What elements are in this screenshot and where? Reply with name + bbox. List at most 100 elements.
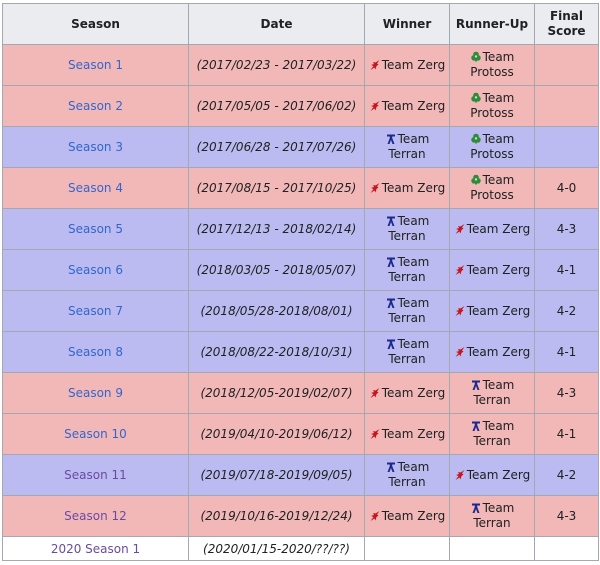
table-row: Season 3 (2017/06/28 - 2017/07/26) Team Ter… xyxy=(2,126,599,168)
season-link[interactable]: Season 8 xyxy=(67,345,123,359)
winner-cell: Team Terran xyxy=(364,290,450,332)
team-label-line2: Terran xyxy=(388,229,426,243)
date-range: (2019/10/16-2019/12/24) xyxy=(200,509,353,523)
team-label-line2: Terran xyxy=(388,475,426,489)
runner-up-cell: Team Zerg xyxy=(449,454,535,496)
team-terran[interactable]: Team Terran xyxy=(470,501,514,531)
table-row: 2020 Season 1 (2020/01/15-2020/??/??) xyxy=(2,536,599,561)
team-zerg[interactable]: Team Zerg xyxy=(369,58,445,73)
team-label-line2: Terran xyxy=(388,147,426,161)
runner-up-cell: Team Zerg xyxy=(449,208,535,250)
team-terran[interactable]: Team Terran xyxy=(385,255,429,285)
score-cell xyxy=(534,85,599,127)
season-link[interactable]: Season 10 xyxy=(64,427,127,441)
header-winner[interactable]: Winner xyxy=(364,3,450,45)
team-zerg[interactable]: Team Zerg xyxy=(454,345,530,360)
team-terran[interactable]: Team Terran xyxy=(470,419,515,449)
date-cell: (2018/12/05-2019/02/07) xyxy=(188,372,365,414)
runner-up-cell: Team Zerg xyxy=(449,290,535,332)
header-season[interactable]: Season xyxy=(2,3,189,45)
table-row: Season 6 (2018/03/05 - 2018/05/07) Team Ter… xyxy=(2,249,599,291)
runner-up-cell: Team Protoss xyxy=(449,126,535,168)
date-range: (2017/12/13 - 2018/02/14) xyxy=(196,222,357,236)
header-date[interactable]: Date xyxy=(188,3,365,45)
winner-cell: Team Terran xyxy=(364,454,450,496)
table-row: Season 4 (2017/08/15 - 2017/10/25) Team Ze… xyxy=(2,167,599,209)
team-protoss[interactable]: Team Protoss xyxy=(470,91,515,121)
season-link[interactable]: Season 5 xyxy=(67,222,123,236)
winner-cell: Team Zerg xyxy=(364,413,450,455)
team-zerg[interactable]: Team Zerg xyxy=(369,99,445,114)
team-terran[interactable]: Team Terran xyxy=(385,337,429,367)
season-cell: Season 4 xyxy=(2,167,189,209)
zerg-icon xyxy=(370,59,380,70)
season-link[interactable]: Season 1 xyxy=(67,58,123,72)
final-score: 4-2 xyxy=(556,468,577,482)
team-label-line1: Team xyxy=(482,91,515,105)
team-zerg[interactable]: Team Zerg xyxy=(454,222,530,237)
table-row: Season 7 (2018/05/28-2018/08/01) Team Terra… xyxy=(2,290,599,332)
team-label: Team Zerg xyxy=(466,262,531,277)
team-protoss[interactable]: Team Protoss xyxy=(470,132,514,162)
team-label-line1: Team xyxy=(482,419,515,433)
terran-icon xyxy=(471,421,480,431)
header-score-line2: Score xyxy=(547,24,586,38)
winner-cell: Team Terran xyxy=(364,249,450,291)
team-terran[interactable]: Team Terran xyxy=(385,296,429,326)
terran-icon xyxy=(471,503,480,513)
header-runner-up[interactable]: Runner-Up xyxy=(449,3,535,45)
team-zerg[interactable]: Team Zerg xyxy=(369,181,445,196)
date-range: (2018/03/05 - 2018/05/07) xyxy=(196,263,357,277)
team-label-line2: Terran xyxy=(473,393,511,407)
winner-cell: Team Zerg xyxy=(364,495,450,537)
season-cell: Season 12 xyxy=(2,495,189,537)
header-row: Season Date Winner Runner-Up Final Score xyxy=(2,3,599,45)
season-link[interactable]: Season 7 xyxy=(67,304,123,318)
runner-up-cell: Team Protoss xyxy=(449,44,535,86)
team-terran[interactable]: Team Terran xyxy=(385,132,429,162)
team-terran[interactable]: Team Terran xyxy=(385,214,429,244)
team-label-line2: Terran xyxy=(473,434,511,448)
date-range: (2018/05/28-2018/08/01) xyxy=(200,304,353,318)
team-protoss[interactable]: Team Protoss xyxy=(470,173,514,203)
season-link[interactable]: Season 11 xyxy=(64,468,127,482)
team-zerg[interactable]: Team Zerg xyxy=(369,509,445,524)
team-label-line2: Protoss xyxy=(470,188,514,202)
table-row: Season 11 (2019/07/18-2019/09/05) Team Terr… xyxy=(2,454,599,496)
final-score: 4-0 xyxy=(556,181,577,195)
team-zerg[interactable]: Team Zerg xyxy=(454,263,530,278)
season-link[interactable]: Season 2 xyxy=(67,99,123,113)
team-label-line2: Terran xyxy=(473,516,511,530)
score-cell: 4-2 xyxy=(534,454,599,496)
team-zerg[interactable]: Team Zerg xyxy=(369,427,445,442)
score-cell xyxy=(534,44,599,86)
final-score: 4-3 xyxy=(556,386,577,400)
date-cell: (2018/05/28-2018/08/01) xyxy=(188,290,365,332)
final-score: 4-1 xyxy=(556,263,577,277)
season-link[interactable]: Season 6 xyxy=(67,263,123,277)
score-cell xyxy=(534,536,599,561)
score-cell: 4-1 xyxy=(534,331,599,373)
protoss-icon xyxy=(470,92,481,104)
team-zerg[interactable]: Team Zerg xyxy=(454,304,530,319)
team-zerg[interactable]: Team Zerg xyxy=(454,468,530,483)
season-link[interactable]: Season 4 xyxy=(67,181,123,195)
team-zerg[interactable]: Team Zerg xyxy=(369,386,445,401)
terran-icon xyxy=(471,380,480,390)
zerg-icon xyxy=(370,387,380,398)
score-cell: 4-0 xyxy=(534,167,599,209)
runner-up-cell: Team Terran xyxy=(449,495,535,537)
team-label: Team Zerg xyxy=(381,57,446,72)
header-final-score[interactable]: Final Score xyxy=(534,3,599,45)
season-link[interactable]: 2020 Season 1 xyxy=(50,541,141,556)
team-protoss[interactable]: Team Protoss xyxy=(470,50,514,80)
season-link[interactable]: Season 12 xyxy=(64,509,127,523)
team-terran[interactable]: Team Terran xyxy=(385,460,429,490)
final-score: 4-1 xyxy=(556,427,577,441)
season-link[interactable]: Season 3 xyxy=(67,140,123,154)
score-cell: 4-3 xyxy=(534,208,599,250)
season-link[interactable]: Season 9 xyxy=(67,386,123,400)
date-range: (2020/01/15-2020/??/??) xyxy=(203,541,350,556)
zerg-icon xyxy=(455,346,465,357)
team-terran[interactable]: Team Terran xyxy=(470,378,514,408)
